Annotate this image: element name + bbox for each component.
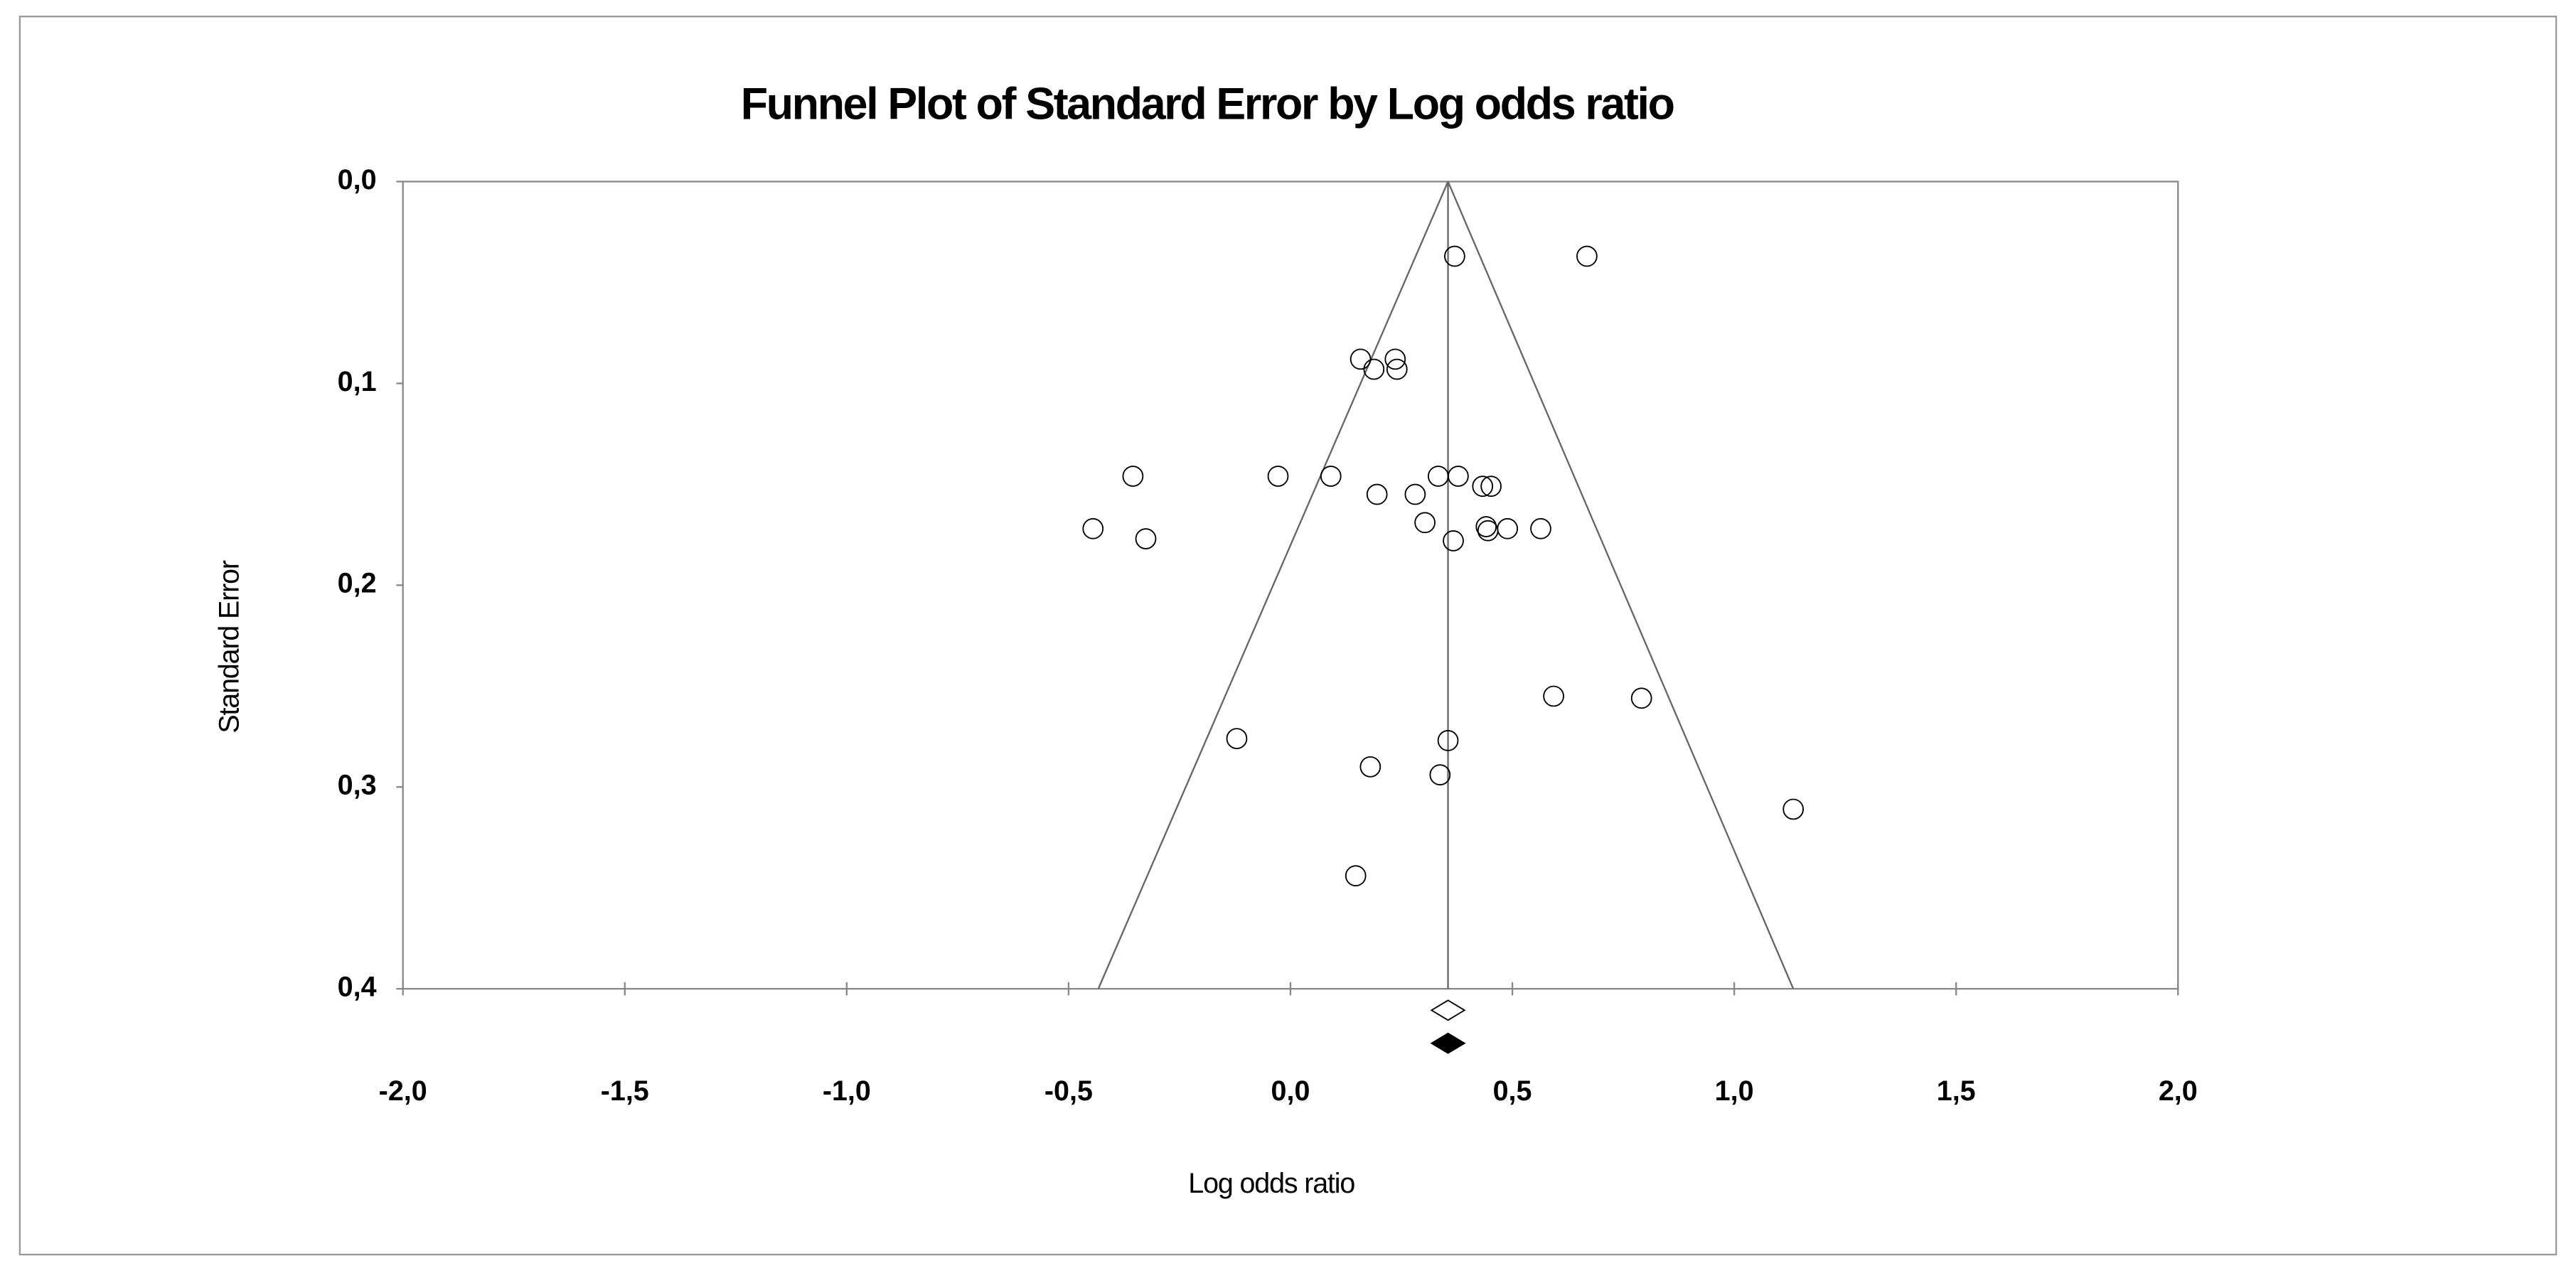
y-tick-label: 0,3: [338, 770, 377, 801]
frame: [18, 16, 2558, 1256]
study-point: [1443, 530, 1464, 552]
study-point: [1543, 685, 1564, 707]
y-tick-label: 0,2: [338, 568, 377, 599]
x-tick-label: -0,5: [1044, 1075, 1093, 1107]
study-point: [1497, 517, 1519, 539]
y-tick-label: 0,0: [338, 164, 377, 195]
study-point: [1267, 466, 1289, 487]
study-point: [1448, 466, 1469, 487]
funnel-limit: [1447, 181, 1795, 989]
study-point: [1576, 245, 1598, 267]
study-point: [1480, 476, 1502, 498]
x-axis-label: Log odds ratio: [1188, 1168, 1354, 1199]
x-tick-label: 2,0: [2159, 1075, 2198, 1107]
study-point: [1082, 517, 1104, 539]
study-point: [1135, 528, 1157, 549]
x-tick-label: -1,0: [823, 1075, 871, 1107]
study-point: [1630, 687, 1652, 709]
study-point: [1363, 358, 1385, 380]
study-point: [1122, 466, 1144, 487]
study-point: [1429, 764, 1451, 786]
study-point: [1359, 756, 1381, 778]
x-tick-label: -2,0: [379, 1075, 427, 1107]
study-point: [1320, 466, 1342, 487]
study-point: [1404, 483, 1426, 505]
study-point: [1366, 483, 1388, 505]
study-point: [1444, 245, 1465, 267]
study-point: [1384, 348, 1406, 370]
funnel-limit: [1097, 181, 1449, 989]
x-tick-label: 1,0: [1715, 1075, 1754, 1107]
summary-diamond: [1430, 999, 1466, 1021]
study-point: [1350, 348, 1372, 370]
x-tick-label: 0,5: [1493, 1075, 1532, 1107]
x-tick-label: 1,5: [1937, 1075, 1976, 1107]
study-point: [1783, 798, 1805, 820]
study-point: [1475, 516, 1497, 537]
study-point: [1530, 517, 1551, 539]
study-point: [1472, 476, 1494, 498]
study-point: [1414, 512, 1436, 534]
chart-title: Funnel Plot of Standard Error by Log odd…: [741, 80, 1674, 129]
x-tick-label: -1,5: [601, 1075, 649, 1107]
y-tick-label: 0,4: [338, 972, 377, 1003]
y-axis-label: Standard Error: [214, 560, 245, 734]
study-point: [1386, 358, 1408, 380]
y-tick-label: 0,1: [338, 366, 377, 397]
x-tick-label: 0,0: [1271, 1075, 1310, 1107]
study-point: [1226, 728, 1248, 749]
study-point: [1437, 730, 1459, 751]
study-point: [1345, 865, 1367, 886]
summary-diamond: [1430, 1032, 1466, 1054]
